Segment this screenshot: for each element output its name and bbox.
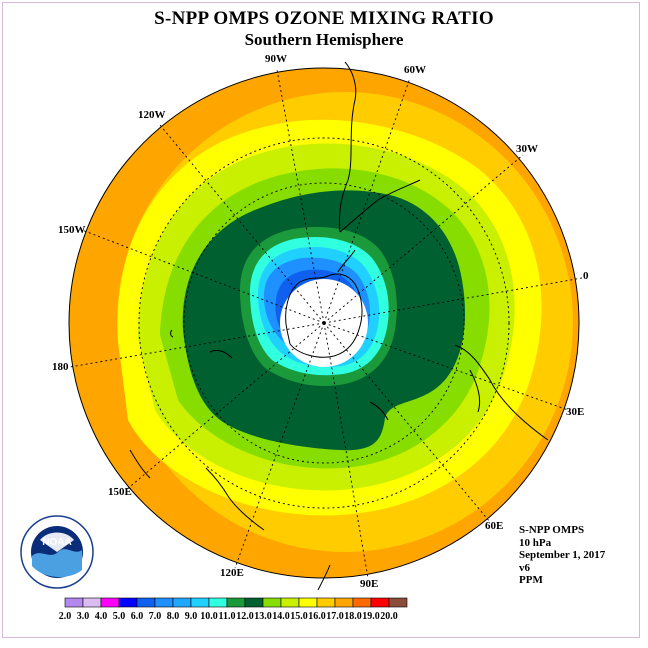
map-subtitle: Southern Hemisphere <box>244 30 404 49</box>
colorbar-label: 4.0 <box>95 611 108 622</box>
graticule <box>69 69 583 579</box>
ozone-field <box>69 68 579 578</box>
colorbar-swatch <box>262 597 282 608</box>
lon-label-90e: 90E <box>360 578 378 590</box>
colorbar-swatch <box>82 597 102 608</box>
colorbar-label: 11.0 <box>219 611 236 622</box>
lon-label-120w: 120W <box>138 109 166 121</box>
colorbar-swatch <box>352 597 372 608</box>
colorbar-label: 12.0 <box>236 611 254 622</box>
lon-label-180: 180 <box>52 361 69 373</box>
lon-label-30e: 30E <box>566 406 584 418</box>
map-title: S-NPP OMPS OZONE MIXING RATIO <box>154 8 494 29</box>
colorbar-swatch <box>154 597 174 608</box>
colorbar-label: 15.0 <box>290 611 308 622</box>
lon-label-60w: 60W <box>404 64 426 76</box>
lon-label-0: 0 <box>583 270 589 282</box>
colorbar-swatch <box>298 597 318 608</box>
colorbar-swatch <box>172 597 192 608</box>
lon-label-120e: 120E <box>220 567 244 579</box>
colorbar-label: 7.0 <box>149 611 162 622</box>
colorbar-swatch <box>334 597 354 608</box>
colorbar-label: 13.0 <box>254 611 272 622</box>
colorbar-label: 8.0 <box>167 611 180 622</box>
colorbar-label: 16.0 <box>308 611 326 622</box>
colorbar-swatch <box>370 597 390 608</box>
info-date: September 1, 2017 <box>519 549 606 561</box>
info-version: v6 <box>519 561 530 574</box>
map-boundary <box>68 67 580 579</box>
colorbar: 2.0 3.0 4.0 5.0 6.0 7.0 8.0 9.0 10.0 11.0 12.0 13.0… <box>59 597 408 622</box>
colorbar-swatch <box>244 597 264 608</box>
colorbar-label: 2.0 <box>59 611 72 622</box>
lon-label-90w: 90W <box>265 53 287 65</box>
noaa-logo: NOAA <box>20 515 94 589</box>
longitude-labels: 90W 60W 30W 0 30E 60E 90E 120E 150E 180 … <box>52 53 589 590</box>
logo-text: NOAA <box>42 537 71 548</box>
colorbar-swatch <box>136 597 156 608</box>
colorbar-swatch <box>208 597 228 608</box>
coastlines <box>129 61 549 591</box>
colorbar-label: 20.0 <box>380 611 398 622</box>
colorbar-swatch <box>118 597 138 608</box>
colorbar-label: 18.0 <box>344 611 362 622</box>
colorbar-swatch <box>316 597 336 608</box>
colorbar-label: 9.0 <box>185 611 198 622</box>
colorbar-swatch <box>100 597 120 608</box>
info-box: S-NPP OMPS 10 hPa September 1, 2017 v6 P… <box>519 524 605 587</box>
colorbar-label: 19.0 <box>362 611 380 622</box>
colorbar-label: 5.0 <box>113 611 126 622</box>
lon-label-30w: 30W <box>516 143 538 155</box>
colorbar-swatch <box>388 597 408 608</box>
info-units: PPM <box>519 574 543 586</box>
lon-label-150e: 150E <box>108 486 132 498</box>
colorbar-label: 17.0 <box>326 611 344 622</box>
colorbar-swatch <box>190 597 210 608</box>
colorbar-label: 3.0 <box>77 611 90 622</box>
info-instrument: S-NPP OMPS <box>519 524 585 536</box>
colorbar-label: 6.0 <box>131 611 144 622</box>
colorbar-swatch <box>280 597 300 608</box>
figure-frame <box>2 2 640 638</box>
lon-label-150w: 150W <box>58 224 86 236</box>
lon-label-60e: 60E <box>485 520 503 532</box>
colorbar-label: 10.0 <box>200 611 218 622</box>
colorbar-label: 14.0 <box>272 611 290 622</box>
colorbar-swatch <box>64 597 84 608</box>
colorbar-swatch <box>226 597 246 608</box>
info-level: 10 hPa <box>519 536 552 549</box>
